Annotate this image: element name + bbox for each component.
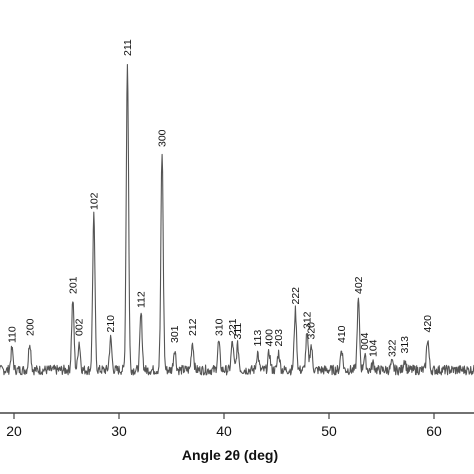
peak-label: 203	[273, 329, 285, 347]
peak-label: 102	[88, 192, 100, 210]
peak-label: 110	[6, 326, 18, 343]
peak-label: 104	[368, 339, 380, 357]
peak-label: 400	[264, 329, 276, 347]
peak-label: 211	[122, 39, 134, 56]
x-tick-label: 40	[216, 423, 232, 439]
peak-label: 300	[157, 129, 169, 147]
xrd-trace-line	[0, 63, 474, 376]
x-axis-title: Angle 2θ (deg)	[182, 447, 278, 463]
peak-label: 222	[290, 287, 302, 305]
x-tick-label: 30	[111, 423, 127, 439]
peak-label: 004	[359, 332, 371, 350]
peak-label: 210	[105, 315, 117, 333]
peak-label: 320	[306, 322, 318, 340]
peak-label: 313	[399, 336, 411, 354]
peak-label: 310	[213, 318, 225, 336]
peak-label: 410	[336, 325, 348, 343]
peak-label: 420	[422, 315, 434, 333]
x-tick-label: 20	[6, 423, 22, 439]
peak-label: 311	[232, 323, 244, 340]
peak-label: 200	[24, 318, 36, 336]
peak-label: 301	[169, 325, 181, 343]
peak-label: 112	[136, 291, 148, 308]
peak-label: 221	[227, 318, 239, 336]
x-tick-label: 50	[321, 423, 337, 439]
peak-label: 002	[74, 318, 86, 336]
peak-label: 312	[301, 311, 313, 329]
peak-label: 113	[252, 330, 264, 347]
x-ticks: 20 30 40 50 60	[6, 413, 442, 439]
x-tick-label: 60	[426, 423, 442, 439]
peak-label: 201	[67, 276, 79, 294]
peak-label: 322	[387, 339, 399, 357]
peak-label: 212	[187, 318, 199, 336]
peak-label: 402	[353, 276, 365, 294]
trace-layer	[0, 63, 474, 376]
